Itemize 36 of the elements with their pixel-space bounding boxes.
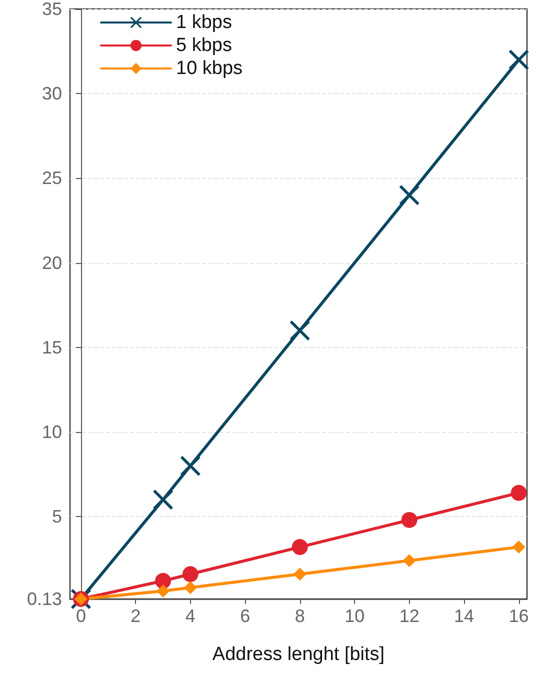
point bbox=[182, 566, 198, 582]
point bbox=[290, 320, 310, 340]
legend-label: 5 kbps bbox=[176, 35, 232, 56]
x-axis-title: Address lenght [bits] bbox=[212, 644, 385, 665]
point bbox=[512, 540, 526, 554]
point bbox=[510, 484, 527, 501]
x-tick-label: 16 bbox=[508, 606, 529, 626]
point bbox=[153, 490, 174, 510]
x-tick-label: 2 bbox=[130, 606, 141, 626]
y-tick-label: 20 bbox=[42, 252, 62, 273]
y-tick-label: 30 bbox=[42, 84, 62, 104]
y-tick-label: 0.13 bbox=[26, 589, 62, 609]
legend-label: 1 kbps bbox=[176, 12, 232, 33]
point bbox=[156, 584, 170, 598]
y-tick-label: 5 bbox=[52, 506, 62, 527]
x-tick-label: 6 bbox=[240, 606, 250, 626]
point bbox=[508, 50, 529, 70]
point bbox=[293, 568, 306, 581]
legend-label: 10 kbps bbox=[176, 58, 243, 79]
point bbox=[184, 581, 197, 594]
point bbox=[155, 572, 172, 589]
x-tick-label: 4 bbox=[185, 606, 196, 626]
point bbox=[401, 512, 418, 528]
x-tick-label: 8 bbox=[294, 606, 305, 626]
y-tick-label: 25 bbox=[42, 168, 62, 188]
point bbox=[399, 185, 420, 206]
point bbox=[180, 456, 200, 476]
x-tick-label: 0 bbox=[76, 606, 86, 626]
x-tick-label: 10 bbox=[344, 606, 365, 626]
y-tick-label: 15 bbox=[42, 337, 62, 358]
point bbox=[292, 539, 308, 556]
y-tick-label: 35 bbox=[42, 0, 62, 19]
point bbox=[402, 554, 416, 568]
x-tick-label: 12 bbox=[399, 606, 420, 626]
y-tick-label: 10 bbox=[42, 422, 62, 442]
x-tick-label: 14 bbox=[454, 606, 474, 626]
